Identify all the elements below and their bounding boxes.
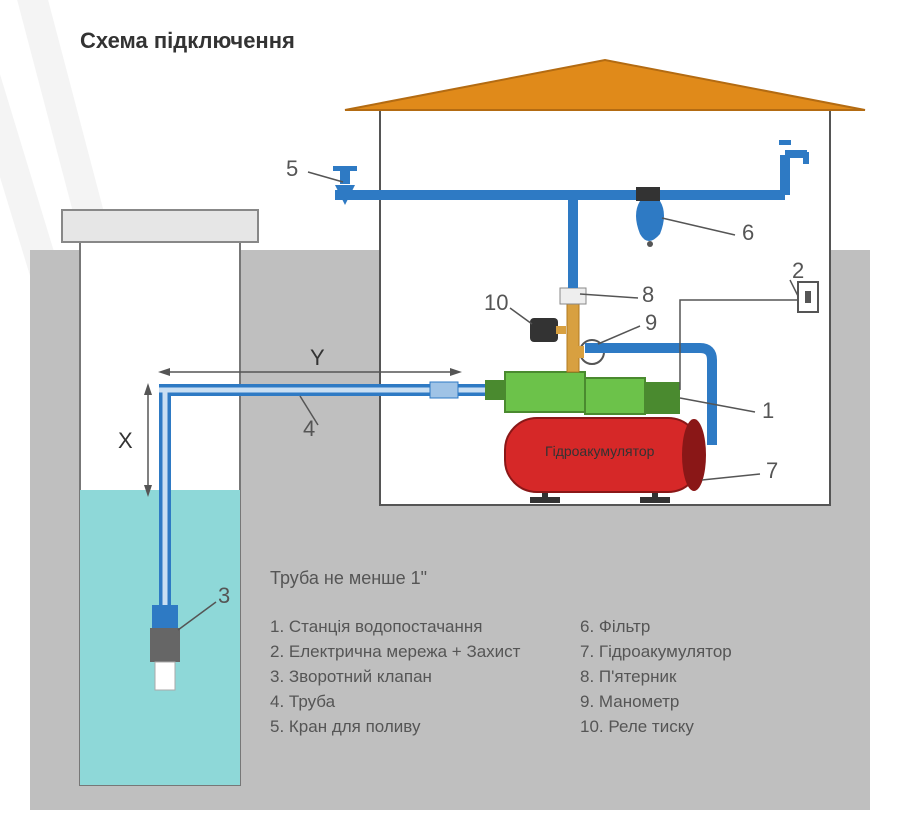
callout-7: 7	[766, 458, 778, 484]
callout-3: 3	[218, 583, 230, 609]
legend-left-2: 2. Електрична мережа + Захист	[270, 640, 520, 665]
legend-right-4: 9. Манометр	[580, 690, 679, 715]
callout-6: 6	[742, 220, 754, 246]
pipe-coupling	[430, 382, 458, 398]
legend-note: Труба не менше 1"	[270, 568, 427, 589]
legend-left-5: 5. Кран для поливу	[270, 715, 420, 740]
callout-8: 8	[642, 282, 654, 308]
legend-left-4: 4. Труба	[270, 690, 335, 715]
dim-y-label: Y	[310, 345, 325, 371]
callout-2: 2	[792, 258, 804, 284]
callout-4: 4	[303, 416, 315, 442]
legend-left-1: 1. Станція водопостачання	[270, 615, 482, 640]
check-valve	[150, 605, 180, 690]
legend-right-3: 8. П'ятерник	[580, 665, 676, 690]
callout-9: 9	[645, 310, 657, 336]
tank-label: Гідроакумулятор	[545, 443, 654, 459]
callout-5: 5	[286, 156, 298, 182]
dim-x-label: X	[118, 428, 133, 454]
legend-right-2: 7. Гідроакумулятор	[580, 640, 732, 665]
diagram-canvas: Схема підключення Гідроакумулятор X Y 1 …	[0, 0, 902, 824]
callout-1: 1	[762, 398, 774, 424]
legend-right-5: 10. Реле тиску	[580, 715, 694, 740]
callout-10: 10	[484, 290, 508, 316]
page-title: Схема підключення	[80, 28, 295, 54]
legend-left-3: 3. Зворотний клапан	[270, 665, 432, 690]
legend-right-1: 6. Фільтр	[580, 615, 650, 640]
